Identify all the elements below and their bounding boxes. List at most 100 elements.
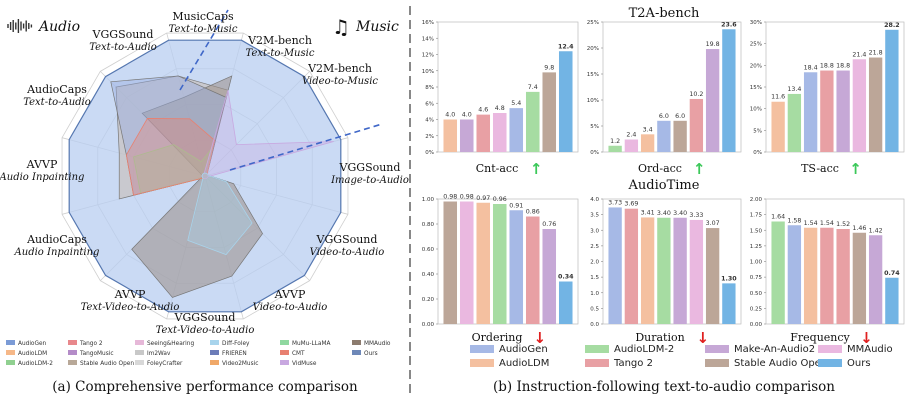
y-tick-label: 4%	[425, 118, 434, 124]
legend-label: MMAudio	[364, 341, 391, 347]
y-tick-label: 14%	[422, 36, 434, 42]
y-tick-label: 1.25	[750, 244, 763, 250]
plot-frame	[437, 21, 579, 153]
bar	[852, 59, 867, 153]
legend-swatch	[352, 340, 361, 345]
left-caption: (a) Comprehensive performance comparison	[52, 379, 358, 395]
bar	[558, 51, 573, 152]
bar-value-label: 1.46	[852, 225, 866, 232]
bar-value-label: 0.98	[443, 194, 457, 201]
bar-value-label: 6.0	[659, 113, 669, 120]
radar-axis-task: Text-Video-to-Audio	[156, 325, 255, 336]
bar-value-label: 19.8	[706, 41, 720, 48]
radar-axis-name: VGGSound	[174, 311, 236, 324]
legend-swatch	[135, 340, 144, 345]
bar-value-label: 5.4	[511, 100, 521, 107]
bar-value-label: 12.4	[558, 43, 574, 50]
y-tick-label: 1.50	[750, 228, 763, 234]
y-tick-label: 2.0	[590, 260, 599, 266]
right-caption: (b) Instruction-following text-to-audio …	[493, 379, 835, 395]
bar	[443, 119, 458, 152]
radar-axis-name: AudioCaps	[26, 83, 87, 96]
legend-swatch	[280, 340, 289, 345]
bar-value-label: 1.54	[804, 220, 818, 227]
bar-value-label: 0.34	[558, 274, 574, 281]
bar	[608, 145, 622, 152]
legend-swatch	[210, 360, 219, 365]
bar	[836, 229, 850, 324]
legend-label: AudioGen	[499, 344, 548, 355]
plot-frame	[437, 198, 579, 325]
x-axis-label: Duration	[635, 331, 684, 344]
y-tick-label: 10%	[422, 69, 434, 75]
bar-value-label: 0.96	[493, 196, 507, 203]
radar-axis-name: AudioCaps	[26, 233, 87, 246]
bar-value-label: 4.0	[462, 112, 472, 119]
bar	[459, 119, 474, 152]
y-tick-label: 0%	[425, 150, 434, 156]
legend-swatch	[210, 350, 219, 355]
y-tick-label: 20%	[750, 63, 762, 69]
legend-label: Seeing&Hearing	[147, 341, 194, 347]
legend-label: Diff-Foley	[222, 341, 250, 347]
bar-value-label: 0.91	[509, 202, 523, 209]
legend-swatch	[470, 345, 494, 353]
bar-value-label: 7.4	[528, 84, 538, 91]
y-tick-label: 1.5	[590, 275, 599, 281]
y-tick-label: 1.00	[750, 260, 763, 266]
bar-value-label: 0.86	[526, 209, 540, 216]
y-tick-label: 0.00	[422, 322, 435, 328]
x-axis-label: Frequency	[790, 331, 850, 344]
radar-axis-name: V2M-bench	[307, 62, 372, 75]
radar-axis-name: V2M-bench	[247, 34, 312, 47]
bar-chart-ord-acc: 0% 5% 10% 15% 20% 25% 1.2 2.4 3.4 6.0 6.0 10.2 19.8 2…	[587, 20, 742, 178]
bar	[492, 204, 507, 324]
bar	[459, 201, 474, 324]
trend-up-icon: ↑	[693, 160, 706, 178]
legend-swatch	[135, 360, 144, 365]
y-tick-label: 20%	[587, 46, 599, 52]
bar	[624, 208, 639, 324]
bar-chart-duration: 0.00.51.01.52.02.53.03.54.0 3.73 3.693.41 3…	[590, 197, 742, 347]
bar	[820, 227, 834, 324]
bar-value-label: 11.6	[771, 94, 785, 101]
legend-swatch	[280, 360, 289, 365]
bar-value-label: 1.64	[771, 214, 785, 221]
bar	[673, 120, 687, 152]
legend-label: CMT	[292, 351, 305, 357]
bar-chart-cnt-acc: 0% 2% 4% 6% 8% 10% 12% 14% 16% 4.0 4.0 4.6 4.8 5.4 7.4…	[422, 20, 579, 178]
radar-axis-task: Video-to-Audio	[253, 302, 328, 313]
bar	[787, 225, 802, 324]
y-tick-label: 3.0	[590, 228, 599, 234]
bar-value-label: 0.74	[884, 270, 900, 277]
bar-value-label: 3.07	[706, 220, 720, 227]
bar	[852, 232, 867, 324]
trend-up-icon: ↑	[530, 160, 543, 178]
bar-value-label: 9.8	[544, 64, 554, 71]
legend-swatch	[6, 340, 15, 345]
bar-value-label: 21.4	[852, 51, 866, 58]
bar-value-label: 21.8	[869, 50, 883, 57]
bar	[657, 120, 671, 152]
bar	[476, 114, 491, 152]
audiotime-title: AudioTime	[628, 178, 700, 193]
bar-value-label: 18.8	[836, 63, 850, 70]
radar-series-accent	[187, 172, 253, 256]
waveform-icon	[7, 19, 33, 33]
legend-label: Video2Music	[222, 361, 258, 367]
bar-chart-frequency: 0.00 0.25 0.50 0.75 1.00 1.25 1.50 1.75 2.00 1.64…	[750, 197, 905, 347]
bar	[836, 70, 850, 152]
radar-axis-name: VGGSound	[339, 161, 401, 174]
radar-axis-name: AVVP	[114, 288, 146, 301]
legend-swatch	[705, 345, 729, 353]
bar-value-label: 3.69	[624, 201, 638, 208]
legend-label: MuMu-LLaMA	[292, 341, 330, 347]
radar-axis-task: Text-to-Audio	[89, 42, 157, 53]
audio-music-divider	[179, 9, 229, 91]
bar	[657, 217, 671, 324]
bar-value-label: 1.42	[869, 227, 883, 234]
radar-axis-name: VGGSound	[92, 28, 154, 41]
legend-label: FRIEREN	[222, 351, 247, 357]
y-tick-label: 0.00	[750, 322, 763, 328]
radar-axis-task: Text-Video-to-Audio	[81, 302, 180, 313]
